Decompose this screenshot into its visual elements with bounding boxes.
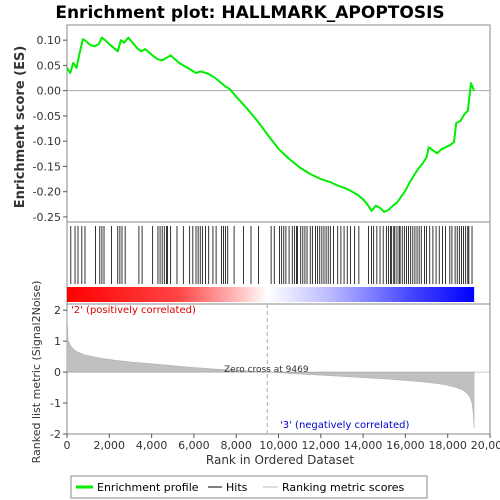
- pos-correlated-label: '2' (positively correlated): [71, 305, 196, 316]
- legend-label-ranking-metric: Ranking metric scores: [282, 481, 404, 494]
- x-axis: 0 2,000 4,000 6,000 8,000 10,000 12,000 14,000 1…: [64, 434, 500, 452]
- x-tick-label: 18,000: [428, 439, 467, 452]
- x-axis-label: Rank in Ordered Dataset: [206, 453, 354, 467]
- es-panel: 0.10 0.05 0.00 -0.05 -0.10 -0.15 -0.20 -0.25: [33, 24, 491, 224]
- legend-label-hits: Hits: [226, 481, 248, 494]
- es-y-tick-label: 0.00: [37, 85, 62, 98]
- legend-box: [70, 475, 428, 499]
- metric-y-tick-label: 2: [54, 304, 61, 317]
- es-y-tick-label: 0.10: [37, 34, 62, 47]
- metric-y-tick-label: 1: [54, 335, 61, 348]
- legend-label-enrichment-profile: Enrichment profile: [97, 481, 199, 494]
- x-tick-label: 14,000: [344, 439, 383, 452]
- enrichment-profile-line: [66, 36, 476, 213]
- es-y-tick-label: -0.20: [33, 186, 61, 199]
- hits-panel: [66, 221, 491, 305]
- legend: Enrichment profile Hits Ranking metric s…: [70, 475, 428, 499]
- es-y-tick-label: -0.05: [33, 110, 61, 123]
- es-plot-frame: [66, 24, 491, 223]
- es-y-tick-label: -0.10: [33, 135, 61, 148]
- x-tick-label: 4,000: [136, 439, 168, 452]
- x-tick-label: 0: [64, 439, 71, 452]
- es-y-tick-label: 0.05: [37, 59, 62, 72]
- ranking-metric-area: [66, 313, 475, 428]
- x-tick-label: 12,000: [302, 439, 341, 452]
- metric-y-tick-label: 0: [54, 366, 61, 379]
- x-tick-label: 6,000: [178, 439, 210, 452]
- x-tick-label: 10,000: [259, 439, 298, 452]
- es-y-tick-label: -0.15: [33, 160, 61, 173]
- metric-panel: 2 1 0 -1 -2: [50, 303, 491, 441]
- ranking-gradient-bar: [67, 287, 475, 302]
- x-tick-label: 20,000: [471, 439, 500, 452]
- x-tick-label: 16,000: [386, 439, 425, 452]
- es-y-axis-label: Enrichment score (ES): [13, 46, 28, 209]
- x-tick-label: 8,000: [220, 439, 252, 452]
- x-tick-label: 2,000: [94, 439, 126, 452]
- chart-title: Enrichment plot: HALLMARK_APOPTOSIS: [55, 3, 444, 23]
- zero-cross-label: Zero cross at 9469: [224, 365, 309, 375]
- neg-correlated-label: '3' (negatively correlated): [280, 420, 409, 431]
- metric-y-tick-label: -2: [50, 428, 61, 441]
- metric-y-tick-label: -1: [50, 397, 61, 410]
- es-y-tick-label: -0.25: [33, 211, 61, 224]
- metric-y-axis-label: Ranked list metric (Signal2Noise): [30, 281, 43, 464]
